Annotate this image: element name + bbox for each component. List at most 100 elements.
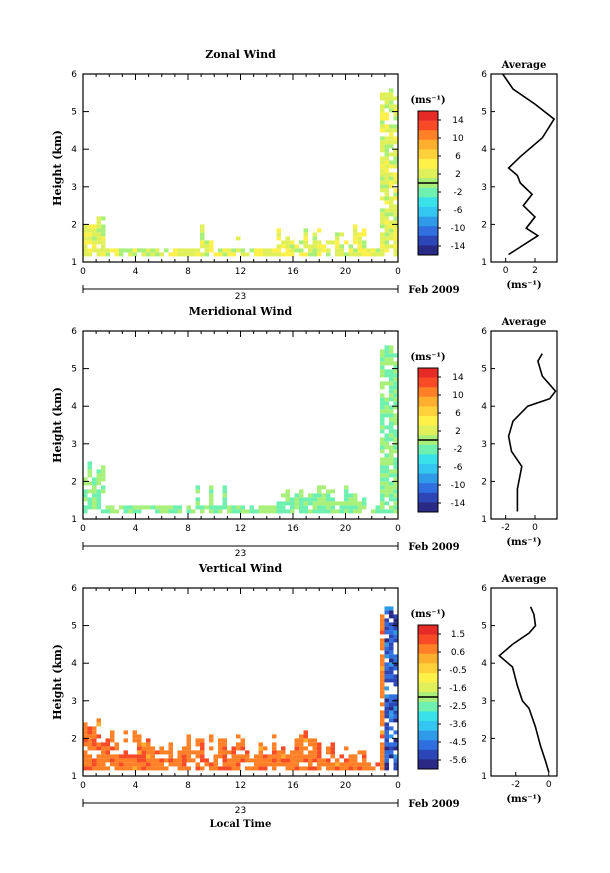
heatmap-cell (285, 248, 290, 253)
heatmap-cell (393, 501, 398, 506)
heatmap-cell (384, 666, 389, 671)
heatmap-cell (384, 349, 389, 354)
heatmap-cell (326, 240, 331, 245)
heatmap-cell (209, 738, 214, 743)
heatmap-cell (96, 248, 101, 253)
profile-y-tick-label: 3 (481, 440, 487, 450)
heatmap-cell (110, 754, 115, 759)
heatmap-cell (393, 614, 398, 619)
heatmap-cell (276, 501, 281, 506)
heatmap-cell (312, 750, 317, 755)
profile-y-tick-label: 3 (481, 697, 487, 707)
heatmap-cell (240, 754, 245, 759)
heatmap-cell (384, 168, 389, 173)
heatmap-cell (380, 437, 385, 442)
heatmap-cell (195, 754, 200, 759)
heatmap-cell (326, 501, 331, 506)
heatmap-cell (101, 228, 106, 233)
heatmap-cell (258, 762, 263, 767)
heatmap-cell (285, 762, 290, 767)
colorbar-segment (418, 396, 438, 407)
heatmap-cell (258, 754, 263, 759)
heatmap-cell (380, 349, 385, 354)
heatmap-cell (137, 734, 142, 739)
y-tick-label: 5 (71, 108, 77, 118)
heatmap-cell (281, 240, 286, 245)
heatmap-cell (393, 148, 398, 153)
heatmap-cell (380, 144, 385, 149)
heatmap-cell (96, 718, 101, 723)
heatmap-cell (249, 248, 254, 253)
heatmap-cell (389, 453, 394, 458)
colorbar-segment (418, 149, 438, 160)
heatmap-cell (263, 505, 268, 510)
heatmap-cell (393, 678, 398, 683)
heatmap-cell (380, 465, 385, 470)
heatmap-cell (312, 746, 317, 751)
heatmap-cell (294, 746, 299, 751)
heatmap-cell (83, 493, 88, 498)
colorbar-segment (418, 416, 438, 426)
heatmap-cell (384, 501, 389, 506)
heatmap-cell (267, 248, 272, 253)
heatmap-cell (177, 505, 182, 510)
heatmap-cell (339, 766, 344, 771)
heatmap-cell (384, 698, 389, 703)
heatmap-cell (87, 754, 92, 759)
colorbar-segment (418, 454, 438, 465)
heatmap-cell (366, 766, 371, 771)
heatmap-cell (384, 722, 389, 727)
heatmap-cell (87, 228, 92, 233)
heatmap-cell (389, 666, 394, 671)
heatmap-cell (389, 429, 394, 434)
heatmap-cell (83, 481, 88, 486)
profile-y-tick-label: 3 (481, 183, 487, 193)
heatmap-cell (245, 754, 250, 759)
heatmap-cell (384, 710, 389, 715)
heatmap-cell (87, 758, 92, 763)
heatmap-cell (357, 232, 362, 237)
heatmap-cell (308, 766, 313, 771)
heatmap-cell (254, 252, 259, 257)
heatmap-cell (335, 236, 340, 241)
heatmap-cell (294, 754, 299, 759)
heatmap-cell (272, 758, 277, 763)
heatmap-cell (92, 758, 97, 763)
heatmap-cell (105, 758, 110, 763)
heatmap-cell (281, 493, 286, 498)
heatmap-cell (245, 509, 250, 514)
heatmap-cell (96, 505, 101, 510)
heatmap-cell (155, 505, 160, 510)
heatmap-cell (393, 758, 398, 763)
y-tick-label: 2 (71, 734, 77, 744)
heatmap-cell (209, 746, 214, 751)
heatmap-cell (321, 762, 326, 767)
heatmap-cell (231, 758, 236, 763)
heatmap-cell (380, 642, 385, 647)
heatmap-cell (384, 172, 389, 177)
colorbar-segment (418, 130, 438, 141)
heatmap-cell (267, 505, 272, 510)
heatmap-cell (96, 220, 101, 225)
heatmap-cell (87, 505, 92, 510)
heatmap-cell (335, 252, 340, 257)
heatmap-cell (380, 654, 385, 659)
heatmap-cell (389, 132, 394, 137)
heatmap-cell (384, 345, 389, 350)
heatmap-cell (299, 750, 304, 755)
heatmap-cell (276, 754, 281, 759)
heatmap-cell (335, 248, 340, 253)
heatmap-cell (299, 240, 304, 245)
heatmap-cell (83, 248, 88, 253)
heatmap-cell (195, 497, 200, 502)
heatmap-cell (276, 244, 281, 249)
colorbar-unit: (ms⁻¹) (410, 609, 445, 620)
heatmap-cell (195, 501, 200, 506)
y-tick-label: 3 (71, 183, 77, 193)
heatmap-cell (317, 489, 322, 494)
heatmap-cell (339, 762, 344, 767)
heatmap-cell (380, 232, 385, 237)
heatmap-cell (123, 248, 128, 253)
heatmap-cell (384, 208, 389, 213)
heatmap-cell (312, 509, 317, 514)
